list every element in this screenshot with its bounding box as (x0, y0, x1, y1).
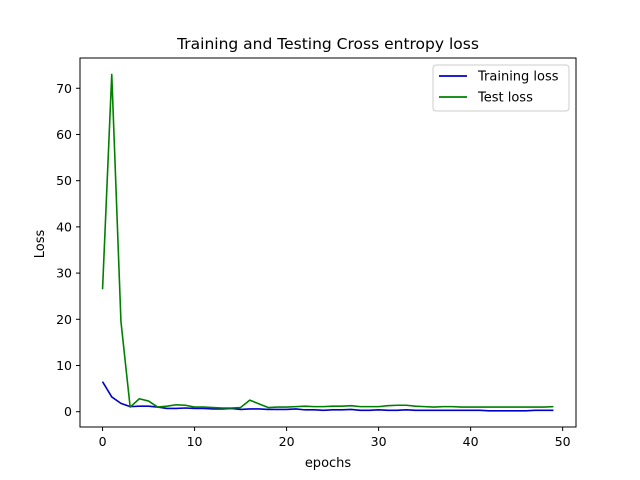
y-tick-label: 60 (56, 127, 72, 142)
y-axis-label: Loss (33, 230, 48, 259)
y-tick-label: 10 (56, 358, 72, 373)
x-tick-label: 40 (463, 434, 479, 449)
x-tick-label: 0 (99, 434, 107, 449)
y-tick-label: 40 (56, 219, 72, 234)
plot-area: 0 10 20 30 40 50 0 10 20 30 40 50 60 70 (56, 57, 577, 449)
y-tick-label: 50 (56, 173, 72, 188)
y-tick-label: 0 (64, 404, 72, 419)
x-tick-label: 50 (555, 434, 571, 449)
y-tick-label: 30 (56, 266, 72, 281)
x-tick-label: 20 (279, 434, 295, 449)
legend: Training loss Test loss (432, 64, 570, 112)
legend-label-1: Training loss (477, 70, 559, 85)
y-tick-label: 20 (56, 312, 72, 327)
chart-title: Training and Testing Cross entropy loss (176, 35, 479, 53)
axes-frame (79, 57, 577, 428)
x-tick-label: 10 (187, 434, 203, 449)
x-axis-label: epochs (305, 456, 352, 471)
y-tick-label: 70 (56, 81, 72, 96)
x-tick-label: 30 (371, 434, 387, 449)
series-line-2 (101, 73, 554, 409)
series-line-1 (101, 381, 554, 412)
legend-label-2: Test loss (477, 91, 533, 106)
